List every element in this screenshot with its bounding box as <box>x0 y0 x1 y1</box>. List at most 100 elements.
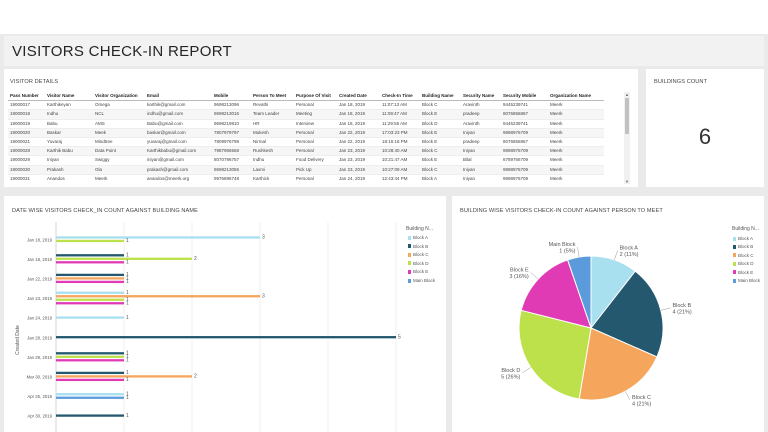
bar[interactable] <box>56 371 124 375</box>
bar[interactable] <box>56 375 192 378</box>
bar-data-label: 1 <box>126 315 129 321</box>
y-axis-label: Created Date <box>15 325 21 355</box>
scroll-down-arrow-icon[interactable]: ▼ <box>625 179 629 184</box>
visitor-details-title: VISITOR DETAILS <box>10 79 59 85</box>
bar[interactable] <box>56 396 124 399</box>
table-cell: Nirmal <box>251 137 294 148</box>
scrollbar-thumb[interactable] <box>625 98 629 134</box>
bar[interactable] <box>56 261 124 264</box>
table-row[interactable]: 19000031 Anandos Meerk anandos@meerk.org 997… <box>8 174 604 182</box>
bar[interactable] <box>56 239 124 243</box>
legend-item[interactable]: Block A <box>733 236 753 242</box>
table-cell: Anandos <box>45 174 93 182</box>
legend-item[interactable]: Block A <box>408 235 428 241</box>
legend-item[interactable]: Block E <box>408 269 428 275</box>
bar[interactable] <box>56 291 124 294</box>
table-cell: Data Point <box>93 146 145 157</box>
column-header[interactable]: Email <box>145 92 212 102</box>
bar[interactable] <box>56 378 124 382</box>
column-header[interactable]: Visitor Name <box>45 92 93 102</box>
pie-legend-title: Building N... <box>732 226 759 232</box>
table-row[interactable]: 19000029 Iniyan Swiggy iniyan@gmail.com 8070… <box>8 155 604 166</box>
column-header[interactable]: Building Name <box>420 92 461 102</box>
bar[interactable] <box>56 280 124 284</box>
legend-item[interactable]: Block B <box>408 244 428 250</box>
table-cell: Iniyan <box>461 128 501 139</box>
bar[interactable] <box>56 298 124 301</box>
column-header[interactable]: Mobile <box>212 92 251 102</box>
visitor-table: Pass Number Visitor Name Visitor Organizat… <box>8 92 604 182</box>
table-cell: Jan 22, 2019 <box>337 137 380 148</box>
table-cell: Karthikeyan <box>45 100 93 111</box>
table-cell: 19000020 <box>8 128 45 139</box>
table-cell: Meerk <box>548 100 604 111</box>
table-cell: 9898976709 <box>501 174 548 182</box>
table-cell: Interview <box>294 119 337 129</box>
table-cell: Block E <box>420 155 461 166</box>
bar[interactable] <box>56 277 124 280</box>
bar[interactable] <box>56 355 124 358</box>
table-cell: Meerk <box>548 109 604 120</box>
bar[interactable] <box>56 254 124 257</box>
table-row[interactable]: 19000020 Baskar Meek baskar@gmail.com 780797… <box>8 128 604 139</box>
pie-slice[interactable] <box>520 259 592 329</box>
legend-item[interactable]: Block C <box>408 252 429 258</box>
bar[interactable] <box>56 257 192 260</box>
bar-chart-title: DATE WISE VISITORS CHECK_IN COUNT AGAINS… <box>12 208 198 214</box>
table-cell: 11:29:55 AM <box>380 119 420 129</box>
legend-item[interactable]: Block C <box>733 253 754 259</box>
column-header[interactable]: Check-In Time <box>380 92 420 102</box>
legend-item[interactable]: Block B <box>733 244 753 250</box>
bar-data-label: 1 <box>126 276 129 282</box>
bar[interactable] <box>56 359 124 362</box>
legend-item[interactable]: Main Block <box>408 278 435 284</box>
column-header[interactable]: Organization Name <box>548 92 604 102</box>
bar[interactable] <box>56 236 260 239</box>
column-header[interactable]: Security Mobile <box>501 92 548 102</box>
slice-label: Main Block <box>549 242 576 248</box>
pie-slice[interactable] <box>566 255 592 329</box>
table-row[interactable]: 19000021 Yuvaraj Mindtree yuvaraj@gmail.com… <box>8 137 604 148</box>
table-cell: 17:03:23 PM <box>380 128 420 139</box>
bar[interactable] <box>56 302 124 305</box>
bar[interactable] <box>56 352 124 355</box>
pie-slice[interactable] <box>518 309 592 400</box>
table-row[interactable]: 19000028 Karthik Babu Data Point Karthikbab… <box>8 146 604 157</box>
bar[interactable] <box>56 393 124 396</box>
table-row[interactable]: 19000030 Prakash Ola prakash@gmail.com 96982… <box>8 165 604 175</box>
column-header[interactable]: Security Name <box>461 92 501 102</box>
table-cell: Food Delivery <box>294 155 337 166</box>
legend-item[interactable]: Main Block <box>733 278 760 284</box>
legend-swatch <box>733 236 736 241</box>
slice-leader-line <box>660 307 671 311</box>
visitor-table-scroll[interactable]: Pass Number Visitor Name Visitor Organizat… <box>8 92 604 182</box>
column-header[interactable]: Pass Number <box>8 92 45 102</box>
column-header[interactable]: Visitor Organization <box>93 92 145 102</box>
column-header[interactable]: Created Date <box>337 92 380 102</box>
scroll-up-arrow-icon[interactable]: ▲ <box>625 92 629 97</box>
table-row[interactable]: 19000019 Babu AMS Babu@gmail.com 9698219810 H… <box>8 119 604 129</box>
legend-swatch <box>408 252 411 257</box>
table-row[interactable]: 19000017 Karthikeyan Omega karthik@gmail.co… <box>8 100 604 111</box>
table-cell: Laxmi <box>251 165 294 175</box>
table-cell: 9698213056 <box>212 165 251 175</box>
bar[interactable] <box>56 316 124 319</box>
table-cell: Personal <box>294 128 337 139</box>
column-header[interactable]: Person To Meet <box>251 92 294 102</box>
legend-item[interactable]: Block D <box>408 261 429 267</box>
bar[interactable] <box>56 414 124 417</box>
legend-item[interactable]: Block E <box>733 270 753 276</box>
bar[interactable] <box>56 273 124 277</box>
table-scrollbar[interactable]: ▲ ▼ <box>624 92 630 184</box>
legend-item[interactable]: Block D <box>733 261 754 267</box>
bar-chart-panel <box>4 196 446 432</box>
bar[interactable] <box>56 295 260 298</box>
table-row[interactable]: 19000018 Indhu NCL indhu@gmail.com 969821301… <box>8 109 604 120</box>
bar[interactable] <box>56 336 396 339</box>
column-header[interactable]: Purpose Of Visit <box>294 92 337 102</box>
bar-data-label: 1 <box>126 272 129 278</box>
bar-data-label: 1 <box>126 238 129 244</box>
table-cell: AMS <box>93 119 145 129</box>
table-cell: pradeep <box>461 137 501 148</box>
table-cell: Block E <box>420 128 461 139</box>
